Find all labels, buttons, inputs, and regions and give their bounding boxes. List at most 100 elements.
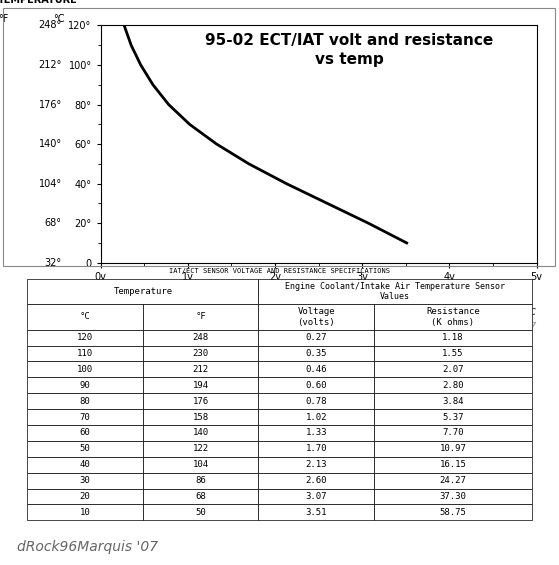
Bar: [374, 304, 532, 329]
Bar: [27, 457, 143, 473]
Text: 50: 50: [80, 444, 91, 453]
Text: °F: °F: [195, 312, 206, 321]
Text: 1.02: 1.02: [306, 412, 327, 421]
Text: 86: 86: [195, 476, 206, 485]
Bar: [374, 489, 532, 505]
Bar: [374, 346, 532, 362]
Text: Temperature: Temperature: [113, 287, 172, 296]
Bar: [143, 329, 258, 346]
Text: dRock96Marquis '07: dRock96Marquis '07: [423, 322, 537, 332]
Bar: [374, 473, 532, 489]
Bar: [374, 505, 532, 520]
Text: 1.55: 1.55: [442, 349, 463, 358]
Text: 10: 10: [80, 508, 91, 517]
Bar: [258, 393, 374, 409]
Bar: [258, 346, 374, 362]
Text: 0.60: 0.60: [306, 381, 327, 390]
Bar: [258, 457, 374, 473]
Bar: [143, 441, 258, 457]
Text: 140: 140: [193, 428, 209, 437]
Bar: [374, 377, 532, 393]
Bar: [143, 425, 258, 441]
Bar: [143, 346, 258, 362]
Bar: [143, 409, 258, 425]
Text: 24.27: 24.27: [439, 476, 466, 485]
Text: 90: 90: [80, 381, 91, 390]
Text: 70: 70: [80, 412, 91, 421]
Text: 16.15: 16.15: [439, 460, 466, 470]
Text: 140°: 140°: [39, 139, 61, 149]
Text: TEMPERATURE: TEMPERATURE: [0, 0, 78, 5]
Bar: [27, 279, 258, 304]
Text: 1.18: 1.18: [442, 333, 463, 342]
Bar: [27, 441, 143, 457]
Bar: [27, 505, 143, 520]
Text: 68: 68: [195, 492, 206, 501]
Bar: [374, 457, 532, 473]
Bar: [143, 505, 258, 520]
Text: 68°: 68°: [45, 218, 61, 228]
Text: 3.07: 3.07: [306, 492, 327, 501]
Text: °C: °C: [53, 14, 64, 24]
Text: 1.33: 1.33: [306, 428, 327, 437]
Text: 0.78: 0.78: [306, 397, 327, 406]
Bar: [374, 393, 532, 409]
Bar: [27, 425, 143, 441]
Text: 3.51: 3.51: [306, 508, 327, 517]
Text: IAT/ECT SENSOR VOLTAGE AND RESISTANCE SPECIFICATIONS: IAT/ECT SENSOR VOLTAGE AND RESISTANCE SP…: [169, 268, 390, 275]
Text: 100: 100: [77, 365, 93, 374]
Text: A13541-C: A13541-C: [499, 308, 537, 317]
Text: 194: 194: [193, 381, 209, 390]
Bar: [258, 489, 374, 505]
Bar: [258, 473, 374, 489]
Text: 40: 40: [80, 460, 91, 470]
Text: 0.27: 0.27: [306, 333, 327, 342]
Text: 176°: 176°: [39, 99, 61, 110]
Bar: [143, 393, 258, 409]
Text: °C: °C: [80, 312, 91, 321]
Text: 2.80: 2.80: [442, 381, 463, 390]
Text: 2.13: 2.13: [306, 460, 327, 470]
Text: 212: 212: [193, 365, 209, 374]
Text: Resistance
(K ohms): Resistance (K ohms): [426, 307, 480, 327]
Text: 176: 176: [193, 397, 209, 406]
Bar: [374, 441, 532, 457]
Bar: [258, 505, 374, 520]
Text: 95-02 ECT/IAT volt and resistance
vs temp: 95-02 ECT/IAT volt and resistance vs tem…: [205, 33, 493, 67]
Text: 1.70: 1.70: [306, 444, 327, 453]
Bar: [258, 304, 374, 329]
Text: 80: 80: [80, 397, 91, 406]
Bar: [258, 409, 374, 425]
X-axis label: VOLTAGE READING (volts): VOLTAGE READING (volts): [249, 285, 389, 295]
Text: 104°: 104°: [39, 179, 61, 189]
Bar: [143, 457, 258, 473]
Bar: [374, 409, 532, 425]
Bar: [27, 362, 143, 377]
Bar: [143, 377, 258, 393]
Bar: [143, 473, 258, 489]
Bar: [27, 409, 143, 425]
Text: °F: °F: [0, 14, 8, 24]
Bar: [27, 489, 143, 505]
Text: 60: 60: [80, 428, 91, 437]
Bar: [27, 377, 143, 393]
Text: 158: 158: [193, 412, 209, 421]
Bar: [27, 473, 143, 489]
Text: 104: 104: [193, 460, 209, 470]
Bar: [27, 329, 143, 346]
Text: 2.07: 2.07: [442, 365, 463, 374]
Text: 110: 110: [77, 349, 93, 358]
Text: 0.35: 0.35: [306, 349, 327, 358]
Text: 3.84: 3.84: [442, 397, 463, 406]
Text: Engine Coolant/Intake Air Temperature Sensor
Values: Engine Coolant/Intake Air Temperature Se…: [285, 282, 505, 301]
Bar: [258, 329, 374, 346]
Bar: [374, 362, 532, 377]
Bar: [143, 304, 258, 329]
Text: 10.97: 10.97: [439, 444, 466, 453]
Text: 248°: 248°: [39, 20, 61, 31]
Bar: [27, 304, 143, 329]
Text: 5.37: 5.37: [442, 412, 463, 421]
Text: 37.30: 37.30: [439, 492, 466, 501]
Text: 230: 230: [193, 349, 209, 358]
Text: 120: 120: [77, 333, 93, 342]
